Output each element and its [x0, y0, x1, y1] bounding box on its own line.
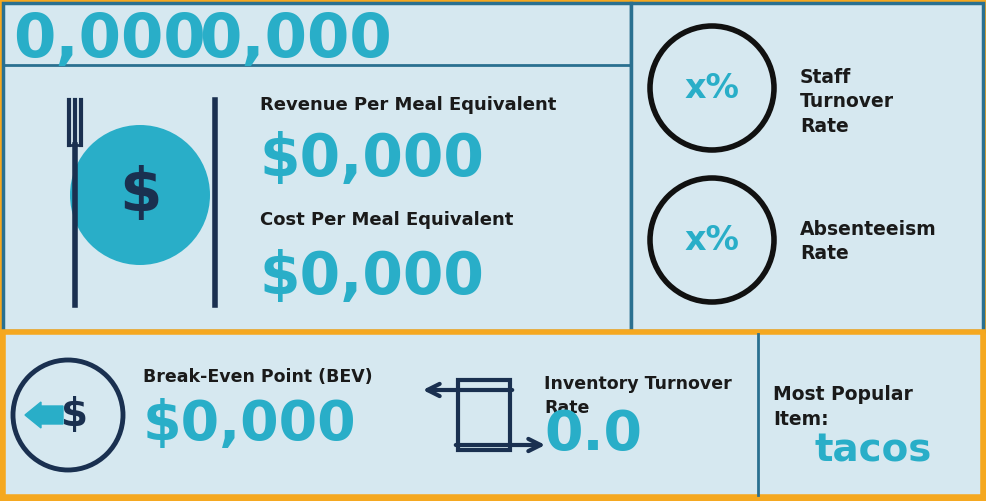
Text: tacos: tacos: [814, 431, 932, 469]
Text: Inventory Turnover
Rate: Inventory Turnover Rate: [544, 375, 732, 417]
Text: Break-Even Point (BEV): Break-Even Point (BEV): [143, 368, 373, 386]
Text: $0,000: $0,000: [260, 131, 485, 188]
Text: 0,000: 0,000: [14, 11, 206, 70]
Text: $0,000: $0,000: [260, 249, 485, 307]
Text: 0.0: 0.0: [544, 408, 642, 462]
Text: Most Popular
Item:: Most Popular Item:: [773, 385, 913, 429]
Text: $: $: [60, 396, 88, 434]
Text: x%: x%: [684, 72, 740, 105]
FancyBboxPatch shape: [3, 3, 631, 331]
Circle shape: [13, 360, 123, 470]
FancyBboxPatch shape: [3, 332, 983, 497]
Text: Revenue Per Meal Equivalent: Revenue Per Meal Equivalent: [260, 96, 556, 114]
Text: $: $: [118, 165, 162, 224]
Text: Cost Per Meal Equivalent: Cost Per Meal Equivalent: [260, 211, 514, 229]
Text: x%: x%: [684, 223, 740, 257]
Text: 0,000: 0,000: [198, 11, 391, 70]
Circle shape: [650, 178, 774, 302]
FancyArrow shape: [25, 402, 63, 428]
Circle shape: [70, 125, 210, 265]
Circle shape: [650, 26, 774, 150]
Text: Absenteeism
Rate: Absenteeism Rate: [800, 220, 937, 263]
FancyBboxPatch shape: [458, 380, 510, 450]
FancyBboxPatch shape: [631, 3, 983, 331]
Text: $0,000: $0,000: [143, 398, 357, 452]
Text: Staff
Turnover
Rate: Staff Turnover Rate: [800, 68, 894, 135]
